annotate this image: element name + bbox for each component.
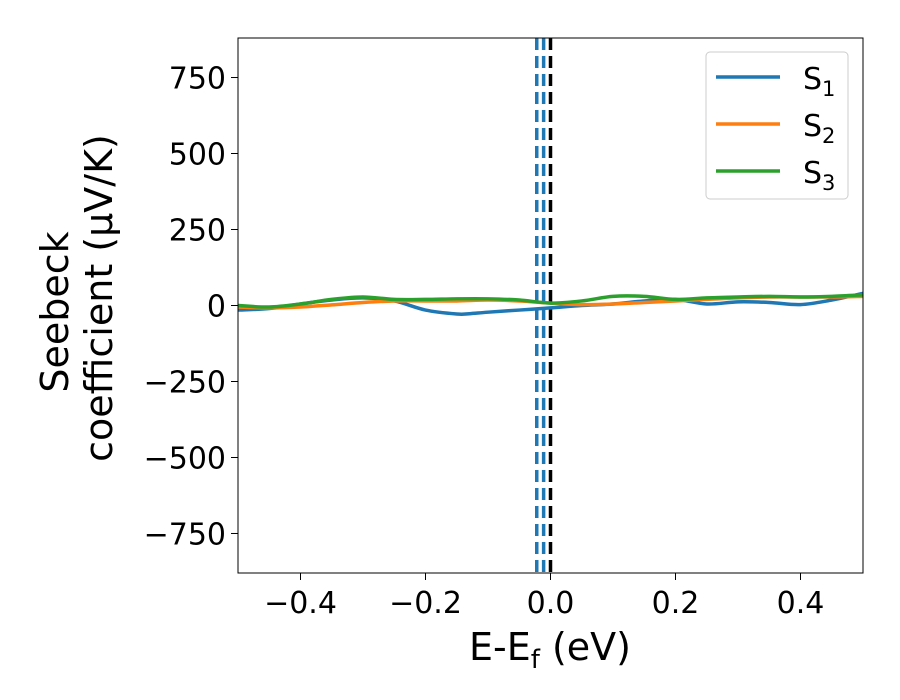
y-tick-label: −750 (144, 517, 226, 552)
x-tick-label: −0.4 (264, 586, 337, 621)
y-tick-label: 250 (169, 214, 226, 249)
x-tick-label: −0.2 (389, 586, 462, 621)
legend-label-s1: S1 (803, 62, 835, 101)
x-axis-ticks: −0.4 −0.2 0.0 0.2 0.4 (264, 573, 824, 621)
y-tick-label: 750 (169, 62, 226, 97)
y-axis-label-line2: coefficient (μV/K) (77, 134, 121, 462)
y-tick-label: 500 (169, 138, 226, 173)
legend-label-s2: S2 (803, 109, 835, 148)
y-tick-label: −500 (144, 441, 226, 476)
legend: S1 S2 S3 (705, 51, 849, 200)
y-axis-label-line1: Seebeck (33, 231, 77, 392)
y-tick-label: 0 (207, 290, 226, 325)
x-axis-label: E-Ef (eV) (469, 625, 631, 675)
series-lines (238, 291, 863, 317)
x-tick-label: 0.4 (777, 586, 825, 621)
x-tick-label: 0.0 (527, 586, 575, 621)
legend-label-s3: S3 (803, 156, 835, 195)
y-axis-ticks: 750 500 250 0 −250 −500 −750 (144, 62, 238, 552)
x-tick-label: 0.2 (652, 586, 700, 621)
series-line-s3 (238, 293, 863, 309)
y-tick-label: −250 (144, 365, 226, 400)
